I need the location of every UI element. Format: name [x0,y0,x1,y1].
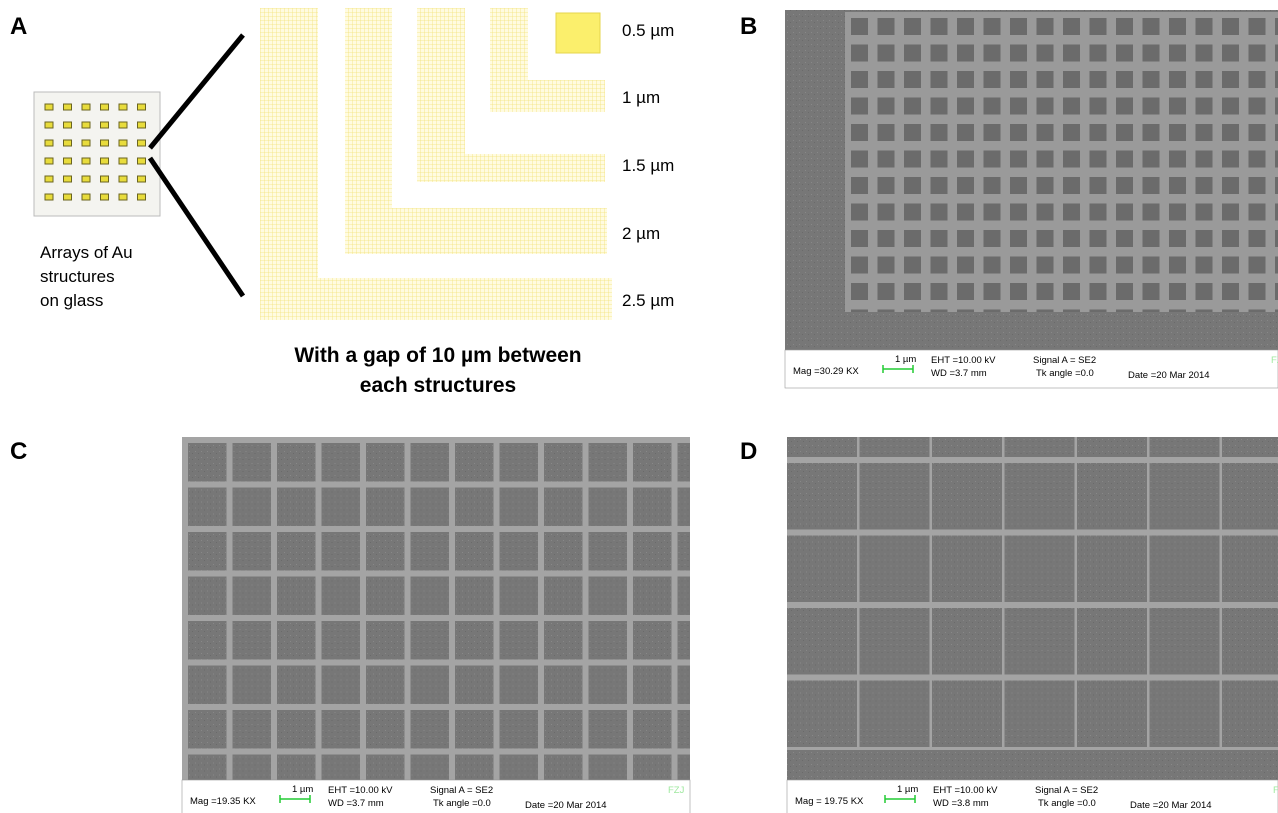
scale-bar [882,365,914,373]
info-bar: Mag = 19.75 KX 1 µm EHT =10.00 kV WD =3.8 m… [786,779,1278,813]
sem-array [845,12,1278,312]
au-square [44,175,54,183]
au-square [100,139,109,147]
au-square [63,157,72,165]
au-square [44,121,54,129]
au-square [63,103,72,111]
sem-image [182,437,690,780]
au-square [81,121,91,129]
info-text: Date =20 Mar 2014 [525,800,607,811]
size-label: 0.5 µm [622,21,674,40]
au-square [81,139,91,147]
info-text: 1 µm [897,784,918,795]
au-square [44,193,54,201]
au-square [137,157,146,165]
au-square [81,193,91,201]
panel-label: C [10,438,27,465]
size-label: 2 µm [622,224,660,243]
au-square [100,175,109,183]
au-square [44,103,54,111]
array-caption: structures [40,267,115,286]
au-square [100,121,109,129]
au-square [44,157,54,165]
info-text: WD =3.7 mm [328,798,384,809]
array-caption: Arrays of Au [40,243,133,262]
size-label: 1.5 µm [622,156,674,175]
au-array [44,103,146,201]
au-square [118,175,128,183]
au-square [100,193,109,201]
au-square [118,121,128,129]
size-label: 1 µm [622,88,660,107]
au-square [81,157,91,165]
au-square [118,157,128,165]
info-text: Signal A = SE2 [1035,785,1098,796]
info-text: Mag =19.35 KX [190,796,256,807]
info-text: Signal A = SE2 [430,785,493,796]
info-text: Date =20 Mar 2014 [1128,370,1210,381]
au-square [63,139,72,147]
au-square [81,175,91,183]
au-square [118,103,128,111]
info-text: EHT =10.00 kV [931,355,996,366]
au-square [100,103,109,111]
info-text: Mag =30.29 KX [793,366,859,377]
caption: each structures [360,374,516,397]
scale-bar [884,795,916,803]
info-bar-bg [784,349,1278,389]
au-square [63,175,72,183]
info-text: Tk angle =0.0 [1036,368,1094,379]
info-text: Tk angle =0.0 [1038,798,1096,809]
panel-label: B [740,13,757,40]
au-square [44,139,54,147]
au-square [118,193,128,201]
info-text: FZJ [1271,355,1278,366]
info-bar-bg [181,779,691,813]
sem-image [787,437,1278,780]
au-square [137,103,146,111]
info-text: FZJ [668,785,685,796]
info-text: Signal A = SE2 [1033,355,1096,366]
panel-label: A [10,13,27,40]
au-square [137,175,146,183]
size-label: 2.5 µm [622,291,674,310]
caption: With a gap of 10 µm between [294,344,581,367]
info-text: 1 µm [292,784,313,795]
info-text: EHT =10.00 kV [933,785,998,796]
info-text: Tk angle =0.0 [433,798,491,809]
panel-label: D [740,438,757,465]
info-text: Mag = 19.75 KX [795,796,864,807]
scale-bar [279,795,311,803]
structures [260,8,612,320]
au-square [81,103,91,111]
info-bar-bg [786,779,1278,813]
au-square [63,121,72,129]
au-square [137,121,146,129]
zoom-line [147,156,246,298]
info-text: FZJ [1273,785,1278,796]
info-bar: Mag =30.29 KX 1 µm EHT =10.00 kV WD =3.7 mm… [784,349,1278,389]
info-text: EHT =10.00 kV [328,785,393,796]
info-bar: Mag =19.35 KX 1 µm EHT =10.00 kV WD =3.7 mm… [181,779,691,813]
info-text: WD =3.8 mm [933,798,989,809]
au-square [118,139,128,147]
info-text: 1 µm [895,354,916,365]
au-square [137,139,146,147]
array-caption: on glass [40,291,103,310]
sem-substrate [787,750,1278,780]
zoom-line [148,33,245,150]
info-text: Date =20 Mar 2014 [1130,800,1212,811]
au-square [100,157,109,165]
au-square [63,193,72,201]
info-text: WD =3.7 mm [931,368,987,379]
au-square [137,193,146,201]
